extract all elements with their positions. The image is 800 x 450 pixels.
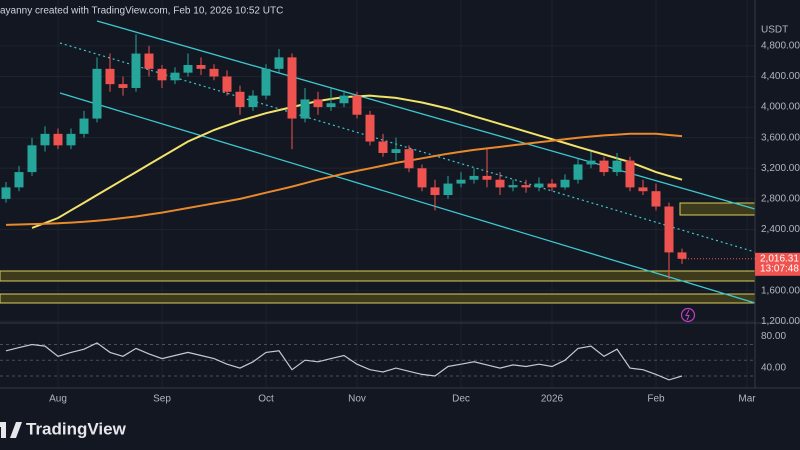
candle-body xyxy=(14,172,24,188)
plot xyxy=(1,34,755,381)
moving-average xyxy=(5,132,683,226)
candle-body xyxy=(196,65,206,69)
event-icon-bolt xyxy=(685,309,690,321)
candle-body xyxy=(66,133,76,146)
last-price-label: 2,016.31 xyxy=(760,253,799,264)
candle-body xyxy=(677,252,687,259)
candle-body xyxy=(430,187,440,196)
brand: TradingView xyxy=(26,419,127,438)
candle-body xyxy=(495,179,505,188)
candle-body xyxy=(521,185,531,188)
axes: 4,800.00 4,400.00 4,000.00 3,600.00 3,200.00… xyxy=(49,41,800,405)
candle-body xyxy=(534,183,544,188)
rsi-line xyxy=(5,342,683,381)
candle-body xyxy=(612,160,622,173)
candle-body xyxy=(625,160,635,188)
candle-body xyxy=(326,103,336,108)
support-zone xyxy=(0,293,756,304)
candle-body xyxy=(365,114,375,142)
countdown: 13:07:48 xyxy=(760,263,799,274)
candle-body xyxy=(417,168,427,188)
candle-body xyxy=(274,57,284,69)
candle-body xyxy=(40,133,50,146)
candle-body xyxy=(287,57,297,119)
candle-body xyxy=(144,53,154,69)
candle-body xyxy=(27,145,37,173)
candle-body xyxy=(248,95,258,108)
candle-body xyxy=(664,206,674,253)
candle-body xyxy=(118,84,128,88)
candle-body xyxy=(599,160,609,173)
candle-body xyxy=(352,95,362,115)
candle-body xyxy=(157,68,167,81)
resistance-zone xyxy=(679,202,756,216)
brand-logo xyxy=(0,422,22,438)
event-icon xyxy=(680,307,696,323)
x-tick-label: 2026 xyxy=(541,394,564,405)
channel-lower xyxy=(59,92,756,304)
candle-body xyxy=(183,65,193,73)
candle-body xyxy=(131,53,141,88)
y-tick-label: 3,600.00 xyxy=(761,132,800,143)
candle-body xyxy=(586,160,596,165)
rsi-tick-label: 80.00 xyxy=(761,331,786,342)
candle-body xyxy=(573,164,583,180)
candle-body xyxy=(391,149,401,153)
x-tick-label: Oct xyxy=(258,394,274,405)
candle-body xyxy=(92,68,102,119)
x-tick-label: Nov xyxy=(348,394,366,405)
candle-body xyxy=(209,68,219,77)
x-tick-label: Dec xyxy=(452,394,470,405)
x-tick-label: Mar xyxy=(738,394,756,405)
x-tick-label: Aug xyxy=(49,394,67,405)
channel-upper xyxy=(96,20,756,210)
last-price-tag xyxy=(755,252,800,276)
candle-body xyxy=(378,141,388,153)
candle-body xyxy=(443,183,453,196)
candle-body xyxy=(560,179,570,188)
candle-body xyxy=(651,191,661,207)
candle-body xyxy=(456,179,466,184)
candle-body xyxy=(222,76,232,92)
candle-body xyxy=(404,149,414,169)
candle-body xyxy=(339,95,349,104)
candle-body xyxy=(105,68,115,85)
rsi-tick-label: 40.00 xyxy=(761,363,786,374)
candle-body xyxy=(53,133,63,146)
candle-body xyxy=(638,187,648,192)
y-tick-label: 2,400.00 xyxy=(761,224,800,235)
candle-body xyxy=(79,118,89,134)
currency: USDT xyxy=(761,25,788,36)
candle-body xyxy=(300,99,310,119)
y-tick-label: 4,400.00 xyxy=(761,71,800,82)
candle-body xyxy=(1,187,11,199)
candle-body xyxy=(547,183,557,188)
footer xyxy=(0,412,800,450)
candle-body xyxy=(482,175,492,180)
header: ayanny created with TradingView.com, Feb… xyxy=(0,6,283,17)
y-tick-label: 4,000.00 xyxy=(761,102,800,113)
y-tick-label: 2,800.00 xyxy=(761,194,800,205)
y-tick-label: 1,200.00 xyxy=(761,316,800,327)
x-tick-label: Feb xyxy=(647,394,665,405)
support-zone xyxy=(0,270,756,282)
candle-body xyxy=(235,91,245,108)
y-tick-label: 3,200.00 xyxy=(761,163,800,174)
candle-body xyxy=(170,72,180,81)
candle-body xyxy=(508,185,518,188)
candle-body xyxy=(313,99,323,108)
candle-body xyxy=(469,175,479,180)
y-tick-label: 4,800.00 xyxy=(761,41,800,52)
x-tick-label: Sep xyxy=(153,394,171,405)
candle-body xyxy=(261,68,271,96)
y-tick-label: 1,600.00 xyxy=(761,285,800,296)
